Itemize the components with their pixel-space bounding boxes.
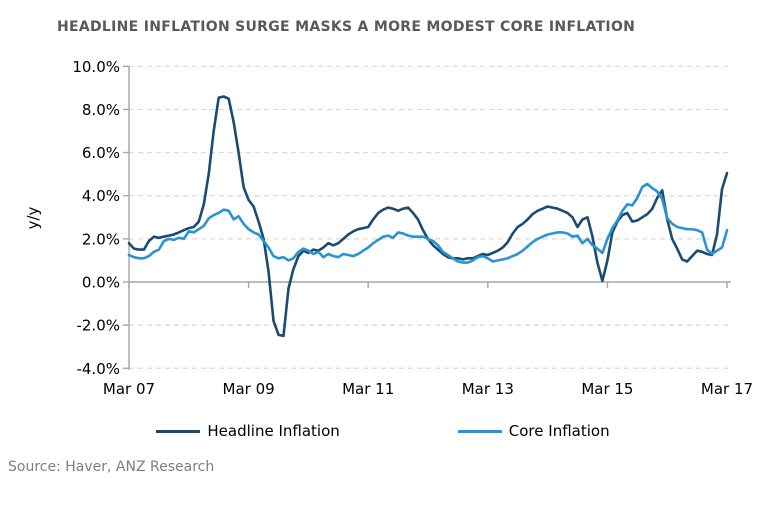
chart-title: HEADLINE INFLATION SURGE MASKS A MORE MO… <box>57 19 636 35</box>
y-tick-label: 8.0% <box>82 101 120 119</box>
series-line-core-inflation <box>127 182 729 264</box>
x-tick-label: Mar 13 <box>462 380 514 398</box>
legend-label-headline-inflation: Headline Inflation <box>207 422 340 440</box>
y-tick-label: 2.0% <box>82 230 120 248</box>
x-tick-label: Mar 07 <box>103 380 155 398</box>
x-tick-label: Mar 17 <box>701 380 753 398</box>
legend-item-core-inflation: Core Inflation <box>457 422 610 440</box>
headline-inflation-line-swatch <box>156 429 201 433</box>
core-inflation-line-swatch <box>457 429 502 433</box>
chart-legend: Headline Inflation Core Inflation <box>0 422 766 440</box>
legend-item-headline-inflation: Headline Inflation <box>156 422 340 440</box>
y-tick-label: 4.0% <box>82 187 120 205</box>
series-line-headline-inflation <box>127 95 729 338</box>
legend-label-core-inflation: Core Inflation <box>508 422 610 440</box>
y-tick-label: 10.0% <box>72 58 120 76</box>
source-note: Source: Haver, ANZ Research <box>8 459 215 475</box>
y-tick-label: 6.0% <box>82 144 120 162</box>
x-tick-label: Mar 15 <box>581 380 633 398</box>
y-tick-label: 0.0% <box>82 274 120 292</box>
y-tick-label: -4.0% <box>76 360 120 378</box>
y-axis-title: y/y <box>24 206 42 229</box>
y-tick-label: -2.0% <box>76 317 120 335</box>
x-tick-label: Mar 11 <box>342 380 394 398</box>
x-tick-label: Mar 09 <box>223 380 275 398</box>
